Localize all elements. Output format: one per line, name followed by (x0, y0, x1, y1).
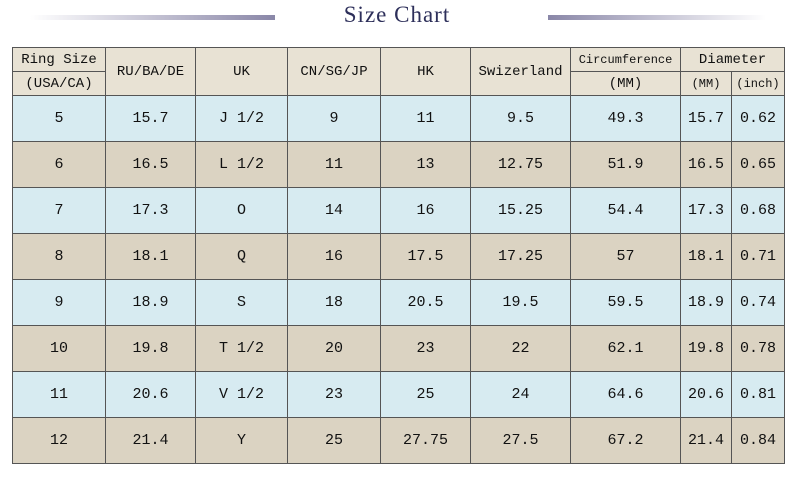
table-cell: 14 (287, 187, 381, 234)
table-cell: 51.9 (570, 141, 681, 188)
table-row: 10 19.8 T 1/2 20 23 22 62.1 19.8 0.78 (12, 325, 785, 372)
table-cell: 16.5 (105, 141, 196, 188)
table-cell: S (195, 279, 288, 326)
table-cell: 19.5 (470, 279, 571, 326)
header-cell: Ring Size (12, 47, 106, 72)
header-cell: RU/BA/DE (105, 47, 196, 96)
table-cell: 20.6 (680, 371, 732, 418)
header-cell: UK (195, 47, 288, 96)
table-row: 6 16.5 L 1/2 11 13 12.75 51.9 16.5 0.65 (12, 141, 785, 188)
table-cell: 9.5 (470, 95, 571, 142)
table-cell: V 1/2 (195, 371, 288, 418)
table-cell: L 1/2 (195, 141, 288, 188)
table-cell: 18 (287, 279, 381, 326)
table-cell: 21.4 (680, 417, 732, 464)
table-row: 11 20.6 V 1/2 23 25 24 64.6 20.6 0.81 (12, 371, 785, 418)
table-cell: 16 (380, 187, 471, 234)
table-cell: 62.1 (570, 325, 681, 372)
table-cell: 25 (380, 371, 471, 418)
table-cell: 9 (12, 279, 106, 326)
header-cell: Circumference (570, 47, 681, 72)
table-cell: 57 (570, 233, 681, 280)
table-cell: 7 (12, 187, 106, 234)
table-cell: 16.5 (680, 141, 732, 188)
table-cell: 23 (380, 325, 471, 372)
table-cell: 67.2 (570, 417, 681, 464)
table-cell: 18.1 (680, 233, 732, 280)
table-cell: 11 (287, 141, 381, 188)
table-cell: 17.3 (680, 187, 732, 234)
table-cell: J 1/2 (195, 95, 288, 142)
table-row: 12 21.4 Y 25 27.75 27.5 67.2 21.4 0.84 (12, 417, 785, 464)
table-row: 5 15.7 J 1/2 9 11 9.5 49.3 15.7 0.62 (12, 95, 785, 142)
table-cell: 24 (470, 371, 571, 418)
table-cell: 9 (287, 95, 381, 142)
table-cell: 0.62 (731, 95, 785, 142)
table-cell: 27.5 (470, 417, 571, 464)
header-cell: Swizerland (470, 47, 571, 96)
title: Size Chart (343, 2, 451, 27)
table-cell: 27.75 (380, 417, 471, 464)
table-cell: 8 (12, 233, 106, 280)
table-cell: 11 (12, 371, 106, 418)
table-row: 7 17.3 O 14 16 15.25 54.4 17.3 0.68 (12, 187, 785, 234)
table-cell: 15.7 (680, 95, 732, 142)
table-cell: O (195, 187, 288, 234)
title-bar (30, 15, 275, 20)
table-cell: 12.75 (470, 141, 571, 188)
table-cell: 20 (287, 325, 381, 372)
header-row: Ring Size RU/BA/DE UK CN/SG/JP HK Swizer… (12, 47, 785, 96)
header-cell: (MM) (570, 71, 681, 96)
size-table: Ring Size RU/BA/DE UK CN/SG/JP HK Swizer… (12, 47, 785, 464)
table-cell: 12 (12, 417, 106, 464)
table-cell: 0.78 (731, 325, 785, 372)
title-bar (548, 15, 766, 20)
table-row: 9 18.9 S 18 20.5 19.5 59.5 18.9 0.74 (12, 279, 785, 326)
table-cell: 15.25 (470, 187, 571, 234)
table-cell: 54.4 (570, 187, 681, 234)
table-cell: 19.8 (105, 325, 196, 372)
table-cell: 16 (287, 233, 381, 280)
table-cell: 0.74 (731, 279, 785, 326)
table-cell: 0.81 (731, 371, 785, 418)
table-cell: 18.1 (105, 233, 196, 280)
table-cell: 15.7 (105, 95, 196, 142)
table-cell: 5 (12, 95, 106, 142)
table-cell: 10 (12, 325, 106, 372)
table-cell: 25 (287, 417, 381, 464)
table-cell: 59.5 (570, 279, 681, 326)
table-cell: 0.71 (731, 233, 785, 280)
table-cell: 6 (12, 141, 106, 188)
table-cell: 0.68 (731, 187, 785, 234)
table-cell: 11 (380, 95, 471, 142)
header-cell: (USA/CA) (12, 71, 106, 96)
table-cell: T 1/2 (195, 325, 288, 372)
table-cell: 21.4 (105, 417, 196, 464)
table-cell: 17.25 (470, 233, 571, 280)
header-cell: (MM) (680, 71, 732, 96)
table-cell: 17.3 (105, 187, 196, 234)
table-cell: 0.65 (731, 141, 785, 188)
table-cell: 23 (287, 371, 381, 418)
header-cell: CN/SG/JP (287, 47, 381, 96)
table-row: 8 18.1 Q 16 17.5 17.25 57 18.1 0.71 (12, 233, 785, 280)
table-cell: 49.3 (570, 95, 681, 142)
header-cell: (inch) (731, 71, 785, 96)
table-cell: 18.9 (105, 279, 196, 326)
table-cell: 20.5 (380, 279, 471, 326)
table-cell: 18.9 (680, 279, 732, 326)
table-cell: 64.6 (570, 371, 681, 418)
header-cell: HK (380, 47, 471, 96)
table-cell: 19.8 (680, 325, 732, 372)
table-cell: Q (195, 233, 288, 280)
table-cell: 13 (380, 141, 471, 188)
table-cell: 0.84 (731, 417, 785, 464)
table-cell: Y (195, 417, 288, 464)
header-cell: Diameter (680, 47, 785, 72)
table-cell: 22 (470, 325, 571, 372)
table-cell: 20.6 (105, 371, 196, 418)
table-cell: 17.5 (380, 233, 471, 280)
